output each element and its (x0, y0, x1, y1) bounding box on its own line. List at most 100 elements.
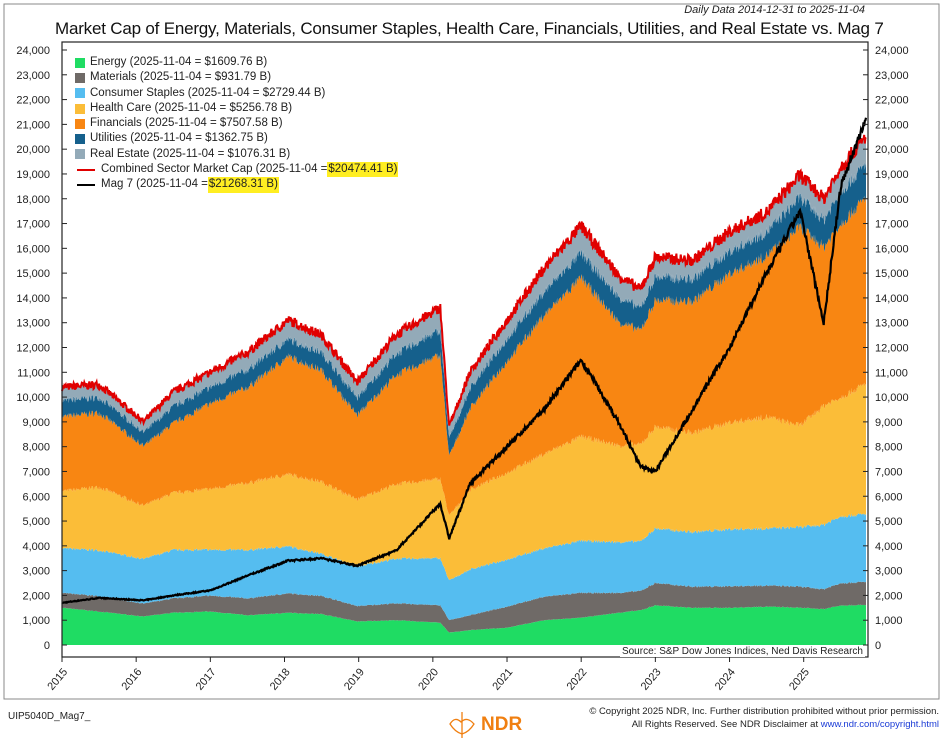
y-tick-label-left: 0 (44, 640, 50, 652)
line-combined-sector-market-cap (61, 134, 867, 427)
legend-item-utilities: Utilities (2025-11-04 = $1362.75 B) (75, 131, 398, 146)
chart-title: Market Cap of Energy, Materials, Consume… (55, 19, 884, 38)
ndr-logo: NDR (447, 712, 522, 738)
y-tick-label-left: 8,000 (22, 442, 50, 454)
y-tick-label-right: 9,000 (875, 417, 903, 429)
y-tick-label-left: 23,000 (16, 70, 50, 82)
y-tick-label-left: 12,000 (16, 343, 50, 355)
x-tick-label: 2023 (639, 666, 664, 692)
x-tick-label: 2015 (45, 666, 70, 692)
legend-highlight-value: $20474.41 B) (327, 162, 399, 178)
y-tick-label-right: 7,000 (875, 466, 903, 478)
x-tick-label: 2022 (565, 666, 590, 692)
y-tick-label-left: 5,000 (22, 516, 50, 528)
y-tick-label-left: 4,000 (22, 541, 50, 553)
legend-swatch (77, 168, 95, 171)
legend-label: Health Care (2025-11-04 = $5256.78 B) (90, 101, 293, 114)
y-tick-label-right: 14,000 (875, 293, 909, 305)
bull-bear-logo-icon (449, 712, 475, 738)
logo-text: NDR (481, 714, 523, 735)
y-tick-label-right: 2,000 (875, 590, 903, 602)
y-tick-label-left: 1,000 (22, 615, 50, 627)
y-tick-label-right: 24,000 (875, 45, 909, 57)
legend-swatch (75, 118, 85, 129)
area-materials (62, 581, 866, 633)
area-energy (62, 604, 866, 645)
y-tick-label-left: 13,000 (16, 318, 50, 330)
source-note: Source: S&P Dow Jones Indices, Ned Davis… (619, 646, 865, 657)
area-financials (62, 195, 866, 516)
legend: Energy (2025-11-04 = $1609.76 B) Material… (75, 55, 399, 193)
legend-swatch (75, 149, 85, 160)
x-tick-label: 2025 (787, 666, 812, 692)
x-tick-label: 2016 (120, 666, 145, 692)
y-tick-label-right: 11,000 (875, 367, 908, 379)
y-tick-label-left: 14,000 (16, 293, 50, 305)
legend-item-health-care: Health Care (2025-11-04 = $5256.78 B) (75, 101, 398, 116)
legend-highlight-value: $21268.31 B) (207, 177, 279, 193)
y-tick-label-right: 6,000 (875, 491, 903, 503)
y-tick-label-right: 15,000 (875, 268, 909, 280)
legend-item-mag-7: Mag 7 (2025-11-04 = $21268.31 B) (75, 177, 398, 193)
y-tick-label-left: 7,000 (22, 466, 50, 478)
legend-label: Financials (2025-11-04 = $7507.58 B) (90, 117, 283, 130)
chart-id: UIP5040D_Mag7_ (8, 711, 91, 722)
chart-subtitle: Daily Data 2014-12-31 to 2025-11-04 (684, 4, 865, 16)
area-consumer-staples (62, 513, 866, 621)
x-axis: 2015 2016 2017 2018 2019 2020 2021 2022 2023 2024… (45, 657, 812, 693)
y-tick-label-right: 4,000 (875, 541, 903, 553)
y-tick-label-left: 24,000 (16, 45, 50, 57)
copyright-line-1: © Copyright 2025 NDR, Inc. Further distr… (589, 706, 939, 717)
y-tick-label-right: 19,000 (875, 169, 909, 181)
legend-label: Energy (2025-11-04 = $1609.76 B) (90, 56, 268, 68)
legend-swatch (75, 103, 85, 114)
x-tick-label: 2021 (490, 666, 515, 692)
copyright-line-2: All Rights Reserved. See NDR Disclaimer … (631, 719, 821, 730)
legend-swatch (75, 72, 85, 83)
legend-label: Combined Sector Market Cap (2025-11-04 = (101, 163, 328, 176)
legend-label: Consumer Staples (2025-11-04 = $2729.44 … (90, 86, 326, 99)
y-tick-label-left: 9,000 (22, 417, 50, 429)
y-tick-label-left: 20,000 (16, 144, 50, 156)
legend-label: Mag 7 (2025-11-04 = (101, 178, 208, 191)
y-tick-label-right: 17,000 (875, 219, 909, 231)
y-tick-label-left: 3,000 (22, 566, 50, 578)
line-mag-7 (61, 117, 868, 605)
legend-item-real-estate: Real Estate (2025-11-04 = $1076.31 B) (75, 147, 398, 162)
legend-item-combined-sector-market-cap: Combined Sector Market Cap (2025-11-04 =… (75, 162, 399, 178)
y-tick-label-left: 16,000 (16, 243, 50, 255)
y-tick-label-left: 15,000 (16, 268, 50, 280)
y-tick-label-right: 13,000 (875, 318, 909, 330)
copyright: © Copyright 2025 NDR, Inc. Further distr… (589, 705, 939, 731)
y-tick-label-left: 11,000 (17, 367, 50, 379)
series-lines (61, 117, 868, 605)
area-health-care (62, 382, 866, 581)
outer-frame (3, 3, 940, 700)
y-tick-label-right: 22,000 (875, 95, 909, 107)
legend-label: Real Estate (2025-11-04 = $1076.31 B) (90, 147, 291, 160)
legend-swatch (75, 57, 85, 68)
y-tick-label-right: 12,000 (875, 343, 909, 355)
x-tick-label: 2024 (713, 666, 738, 692)
legend-item-energy: Energy (2025-11-04 = $1609.76 B) (75, 55, 398, 70)
legend-label: Materials (2025-11-04 = $931.79 B) (90, 71, 272, 84)
legend-swatch (77, 184, 95, 187)
y-tick-label-left: 22,000 (16, 95, 50, 107)
y-tick-label-left: 2,000 (22, 590, 50, 602)
y-tick-label-right: 0 (875, 640, 881, 652)
copyright-link[interactable]: www.ndr.com/copyright.html (820, 719, 939, 730)
y-tick-label-right: 21,000 (875, 119, 909, 131)
y-tick-label-left: 17,000 (16, 219, 50, 231)
y-tick-label-left: 21,000 (16, 119, 50, 131)
y-tick-label-right: 5,000 (875, 516, 903, 528)
y-tick-label-right: 1,000 (875, 615, 903, 627)
y-tick-label-right: 3,000 (875, 566, 903, 578)
y-axis: 0 0 1,000 1,000 2,000 2,000 3,000 3,000 4,000 4,0… (16, 45, 908, 652)
legend-item-financials: Financials (2025-11-04 = $7507.58 B) (75, 116, 398, 131)
y-tick-label-right: 18,000 (875, 194, 909, 206)
y-tick-label-right: 20,000 (875, 144, 909, 156)
x-tick-label: 2019 (342, 666, 367, 692)
x-tick-label: 2017 (194, 666, 219, 692)
y-tick-label-right: 8,000 (875, 442, 903, 454)
